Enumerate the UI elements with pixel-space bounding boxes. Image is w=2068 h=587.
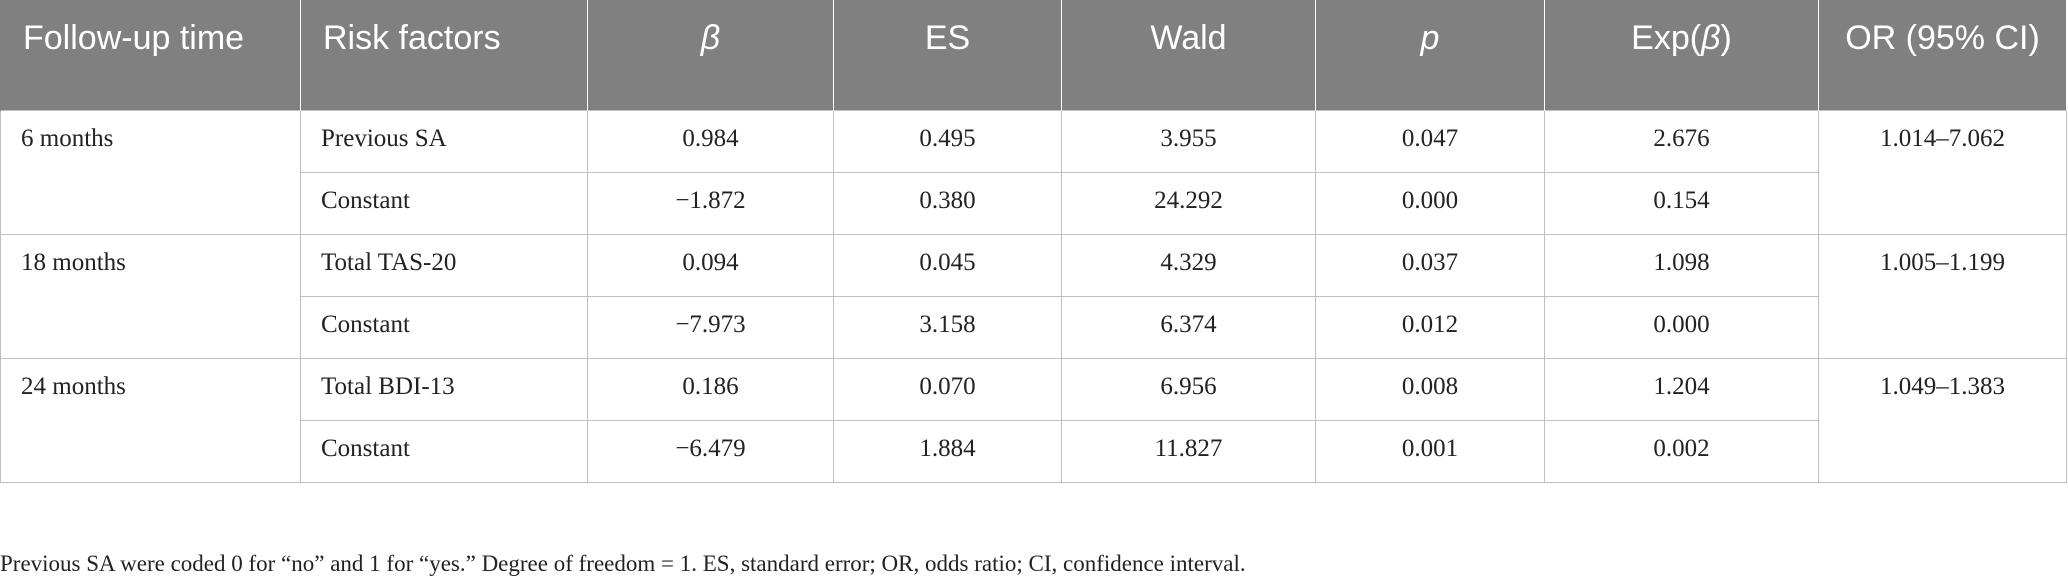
header-beta: β: [587, 0, 834, 110]
es-cell: 1.884: [833, 419, 1062, 483]
p-cell: 0.001: [1315, 419, 1545, 483]
wald-cell: 4.329: [1061, 233, 1316, 297]
risk-factor-cell: Constant: [300, 171, 588, 235]
risk-factor-cell: Constant: [300, 295, 588, 359]
es-cell: 0.495: [833, 109, 1062, 173]
beta-cell: 0.984: [587, 109, 834, 173]
es-cell: 3.158: [833, 295, 1062, 359]
follow-up-time-cell: 24 months: [0, 357, 301, 483]
table-row: 6 months Previous SA 0.984 0.495 3.955 0…: [0, 109, 2067, 235]
es-cell: 0.380: [833, 171, 1062, 235]
header-or-ci: OR (95% CI): [1818, 0, 2067, 110]
es-cell: 0.070: [833, 357, 1062, 421]
follow-up-time-cell: 18 months: [0, 233, 301, 359]
or-ci-cell: 1.049–1.383: [1818, 357, 2067, 483]
table-row: Constant −6.479 1.884 11.827 0.001 0.002: [1, 419, 2067, 483]
es-cell: 0.045: [833, 233, 1062, 297]
beta-cell: 0.094: [587, 233, 834, 297]
table-row: Constant −7.973 3.158 6.374 0.012 0.000: [1, 295, 2067, 359]
risk-factor-cell: Constant: [300, 419, 588, 483]
beta-cell: −1.872: [587, 171, 834, 235]
exp-beta-cell: 0.000: [1544, 295, 1819, 359]
wald-cell: 24.292: [1061, 171, 1316, 235]
exp-beta-cell: 1.204: [1544, 357, 1819, 421]
beta-cell: −7.973: [587, 295, 834, 359]
p-cell: 0.037: [1315, 233, 1545, 297]
table-row: Constant −1.872 0.380 24.292 0.000 0.154: [1, 171, 2067, 235]
p-cell: 0.008: [1315, 357, 1545, 421]
header-p: p: [1315, 0, 1545, 110]
p-cell: 0.047: [1315, 109, 1545, 173]
exp-beta-cell: 0.154: [1544, 171, 1819, 235]
p-cell: 0.012: [1315, 295, 1545, 359]
table-row: 18 months Total TAS-20 0.094 0.045 4.329…: [0, 233, 2067, 359]
results-table: Follow-up time Risk factors β ES Wald p …: [0, 0, 2067, 483]
or-ci-cell: 1.005–1.199: [1818, 233, 2067, 359]
risk-factor-cell: Total TAS-20: [300, 233, 588, 297]
wald-cell: 6.956: [1061, 357, 1316, 421]
p-cell: 0.000: [1315, 171, 1545, 235]
risk-factor-cell: Previous SA: [300, 109, 588, 173]
beta-cell: 0.186: [587, 357, 834, 421]
header-wald: Wald: [1061, 0, 1316, 110]
wald-cell: 6.374: [1061, 295, 1316, 359]
header-exp-beta-suffix: ): [1720, 19, 1732, 57]
wald-cell: 11.827: [1061, 419, 1316, 483]
header-es: ES: [833, 0, 1062, 110]
header-follow-up-time: Follow-up time: [0, 0, 301, 110]
exp-beta-cell: 1.098: [1544, 233, 1819, 297]
risk-factor-cell: Total BDI-13: [300, 357, 588, 421]
exp-beta-cell: 2.676: [1544, 109, 1819, 173]
follow-up-time-cell: 6 months: [0, 109, 301, 235]
header-risk-factors: Risk factors: [300, 0, 588, 110]
header-exp-beta: Exp(β): [1544, 0, 1819, 110]
header-row: Follow-up time Risk factors β ES Wald p …: [0, 0, 2067, 110]
header-exp-beta-symbol: β: [1701, 19, 1721, 57]
header-exp-beta-prefix: Exp(: [1631, 19, 1702, 57]
beta-cell: −6.479: [587, 419, 834, 483]
exp-beta-cell: 0.002: [1544, 419, 1819, 483]
table-row: 24 months Total BDI-13 0.186 0.070 6.956…: [0, 357, 2067, 483]
table-footnote: Previous SA were coded 0 for “no” and 1 …: [0, 551, 1246, 576]
or-ci-cell: 1.014–7.062: [1818, 109, 2067, 235]
wald-cell: 3.955: [1061, 109, 1316, 173]
